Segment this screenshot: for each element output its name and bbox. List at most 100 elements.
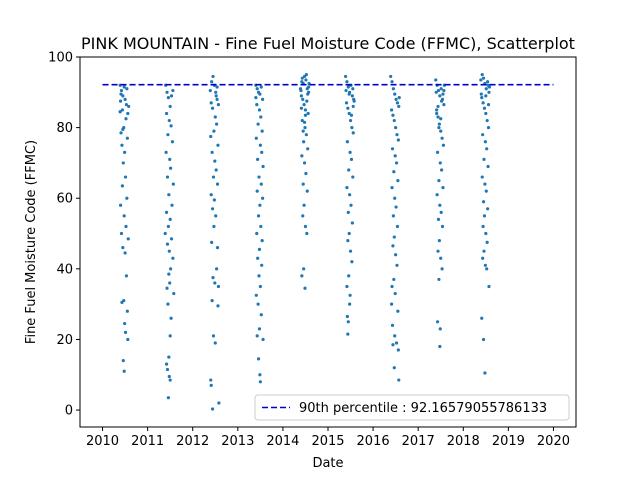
data-point	[396, 348, 400, 352]
data-point	[487, 90, 491, 94]
data-point	[436, 217, 441, 221]
data-point	[215, 246, 220, 250]
data-point	[394, 341, 399, 345]
data-point	[209, 134, 213, 139]
data-point	[441, 186, 445, 190]
data-point	[165, 367, 170, 372]
data-point	[346, 238, 350, 243]
data-point	[210, 299, 214, 303]
data-point	[389, 302, 394, 306]
data-point	[481, 337, 486, 342]
data-point	[391, 113, 395, 117]
data-point	[164, 111, 169, 116]
data-point	[393, 154, 397, 158]
data-point	[119, 88, 124, 93]
data-point	[434, 90, 438, 94]
legend: 90th percentile : 92.16579055786133	[254, 394, 570, 421]
data-point	[258, 92, 262, 96]
data-point	[484, 189, 488, 193]
data-point	[350, 260, 354, 264]
data-point	[120, 143, 124, 147]
data-point	[258, 143, 262, 147]
data-point	[167, 355, 171, 359]
data-point	[438, 203, 442, 207]
x-tick-label: 2015	[311, 434, 344, 449]
data-point	[436, 115, 440, 119]
data-point	[482, 106, 487, 110]
data-point	[485, 267, 489, 271]
data-point	[486, 126, 491, 130]
data-point	[259, 85, 263, 89]
data-point	[170, 203, 174, 207]
data-point	[171, 88, 175, 93]
data-point	[209, 378, 213, 382]
data-point	[259, 313, 263, 317]
data-point	[168, 281, 172, 285]
data-point	[351, 87, 355, 91]
data-point	[479, 78, 483, 82]
data-point	[439, 210, 443, 214]
data-point	[392, 277, 396, 282]
data-point	[126, 337, 130, 342]
data-point	[255, 103, 259, 107]
y-tick-label: 100	[48, 51, 73, 66]
data-point	[347, 231, 351, 236]
data-point	[166, 96, 170, 100]
data-point	[260, 263, 264, 267]
data-point	[260, 238, 264, 243]
data-point	[118, 203, 123, 207]
x-tick-label: 2012	[176, 434, 209, 449]
y-axis-label: Fine Fuel Moisture Code (FFMC)	[24, 140, 39, 344]
data-point	[258, 373, 262, 377]
data-point	[483, 263, 487, 267]
x-tick-label: 2014	[266, 434, 299, 449]
data-point	[439, 129, 443, 133]
data-point	[393, 196, 397, 200]
data-point	[391, 244, 395, 248]
data-point	[442, 103, 446, 107]
data-point	[481, 133, 485, 137]
data-point	[300, 118, 304, 123]
data-point	[210, 150, 214, 154]
data-point	[256, 357, 261, 361]
data-point	[122, 369, 126, 373]
data-point	[255, 334, 259, 338]
data-point	[126, 111, 130, 116]
data-point	[305, 189, 309, 193]
data-point	[216, 103, 221, 107]
data-point	[349, 157, 354, 161]
data-point	[481, 200, 486, 204]
data-point	[485, 240, 489, 244]
data-point	[306, 92, 310, 96]
data-point	[165, 90, 169, 94]
data-point	[211, 74, 215, 79]
data-point	[390, 323, 395, 327]
data-point	[484, 111, 488, 116]
data-point	[209, 101, 213, 105]
data-point	[123, 251, 127, 255]
data-point	[481, 256, 485, 260]
data-point	[351, 104, 355, 109]
data-point	[348, 293, 352, 297]
data-point	[259, 224, 263, 229]
data-point	[166, 396, 170, 400]
data-point	[346, 332, 350, 336]
data-point	[165, 286, 169, 290]
data-point	[122, 85, 126, 89]
data-point	[211, 334, 216, 338]
data-point	[257, 108, 262, 112]
data-point	[392, 366, 396, 370]
data-point	[392, 235, 396, 239]
data-point	[261, 97, 265, 101]
data-point	[349, 203, 353, 207]
data-point	[119, 231, 124, 236]
data-point	[259, 115, 263, 119]
data-point	[258, 203, 262, 207]
data-point	[347, 168, 351, 172]
data-point	[350, 221, 354, 225]
data-point	[164, 362, 169, 366]
data-point	[125, 196, 129, 200]
data-point	[437, 238, 441, 243]
data-point	[486, 83, 490, 87]
